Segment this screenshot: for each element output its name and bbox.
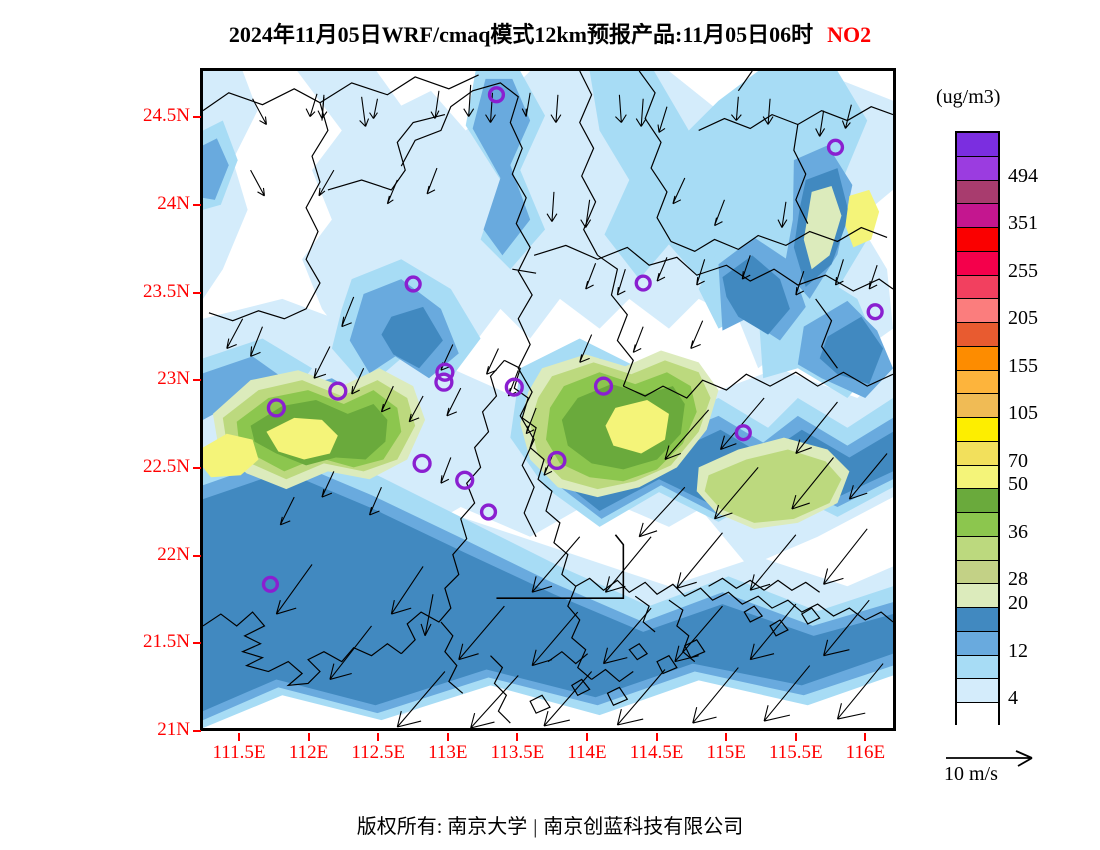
colorbar-tick-36: 36 [1008,520,1028,543]
x-axis-label-111.5E: 111.5E [212,742,266,763]
x-axis-tick-114E [585,733,588,741]
colorbar-band-13 [957,441,998,466]
colorbar-band-5 [957,251,998,276]
colorbar-band-6 [957,275,998,300]
title-main-text: 2024年11月05日WRF/cmaq模式12km预报产品:11月05日06时 [228,22,814,47]
page-title: 2024年11月05日WRF/cmaq模式12km预报产品:11月05日06时 N… [0,17,1100,49]
colorbar-tick-494: 494 [1008,164,1038,187]
x-axis-label-115.5E: 115.5E [768,742,823,763]
y-axis-tick-24N [193,203,201,206]
colorbar-band-2 [957,180,998,205]
colorbar-band-24 [957,703,998,727]
y-axis-tick-22N [193,554,201,557]
colorbar-tick-70: 70 [1008,449,1028,472]
x-axis-tick-116E [864,733,867,741]
colorbar-band-9 [957,346,998,371]
colorbar-band-7 [957,299,998,323]
colorbar-tick-155: 155 [1008,354,1038,377]
colorbar-tick-28: 28 [1008,568,1028,591]
y-axis-tick-21.5N [193,642,201,645]
colorbar-band-15 [957,489,998,513]
colorbar-tick-20: 20 [1008,592,1028,615]
wind-scale-label: 10 m/s [944,763,998,785]
concentration-contour-map [203,71,893,728]
forecast-map-panel[interactable] [200,68,896,731]
y-axis-label-22.5N: 22.5N [143,455,190,477]
x-axis-label-112.5E: 112.5E [351,742,405,763]
y-axis-label-23.5N: 23.5N [143,280,190,302]
colorbar-band-11 [957,394,998,418]
y-axis-label-24N: 24N [157,192,190,214]
y-axis-tick-21N [193,730,201,732]
colorbar-tick-50: 50 [1008,473,1028,496]
colorbar-band-4 [957,228,998,252]
y-axis-tick-23.5N [193,291,201,294]
footer-copyright-text: 版权所有: 南京大学 [356,816,528,838]
x-axis-label-116E: 116E [845,742,886,763]
colorbar-band-23 [957,679,998,703]
wind-vector-field [226,84,888,728]
colorbar-band-10 [957,370,998,395]
y-axis-label-22N: 22N [157,543,190,565]
x-axis-label-114.5E: 114.5E [629,742,684,763]
colorbar-band-12 [957,418,998,442]
y-axis-label-21.5N: 21.5N [143,631,190,653]
colorbar-tick-105: 105 [1008,402,1038,425]
x-axis-label-112E: 112E [288,742,329,763]
x-axis-tick-115.5E [794,733,797,741]
y-axis-label-23N: 23N [157,368,190,390]
colorbar-tick-255: 255 [1008,259,1038,282]
inset-region-box [496,534,625,599]
x-axis-tick-112E [307,733,310,741]
x-axis-label-114E: 114E [567,742,607,763]
province-boundary-lines [203,71,893,538]
colorbar-band-17 [957,536,998,561]
colorbar-units-label: (ug/m3) [936,86,1001,108]
colorbar-band-14 [957,465,998,490]
colorbar-band-19 [957,584,998,608]
colorbar-band-21 [957,631,998,656]
contour-band-yellow-core [203,189,880,478]
colorbar-band-22 [957,655,998,680]
colorbar-band-0 [957,133,998,157]
y-axis-tick-23N [193,379,201,382]
colorbar-tick-12: 12 [1008,639,1028,662]
y-axis-label-24.5N: 24.5N [143,105,190,127]
x-axis-tick-114.5E [655,733,658,741]
x-axis-label-115E: 115E [706,742,746,763]
footer-company-text: 南京创蓝科技有限公司 [543,816,744,838]
y-axis-tick-24.5N [193,116,201,119]
footer-copyright: 版权所有: 南京大学 | 南京创蓝科技有限公司 [0,810,1100,839]
x-axis-tick-113.5E [516,733,519,741]
station-markers [261,86,884,593]
colorbar-band-16 [957,513,998,537]
footer-separator: | [533,816,538,838]
colorbar-tick-205: 205 [1008,307,1038,330]
x-axis-label-113E: 113E [428,742,468,763]
title-species-label: NO2 [827,22,872,47]
colorbar-band-3 [957,204,998,228]
colorbar-band-18 [957,560,998,585]
y-axis-tick-22.5N [193,466,201,469]
y-axis-label-21N: 21N [157,719,190,740]
colorbar-tick-351: 351 [1008,212,1038,235]
wind-scale-arrow [944,748,1064,798]
colorbar-band-20 [957,608,998,632]
x-axis-label-113.5E: 113.5E [490,742,545,763]
colorbar[interactable] [955,131,1000,727]
x-axis-tick-115E [725,733,728,741]
colorbar-band-1 [957,156,998,181]
x-axis-tick-113E [446,733,449,741]
colorbar-tick-4: 4 [1008,687,1018,710]
colorbar-band-8 [957,323,998,347]
x-axis-tick-112.5E [377,733,380,741]
x-axis-tick-111.5E [237,733,240,741]
